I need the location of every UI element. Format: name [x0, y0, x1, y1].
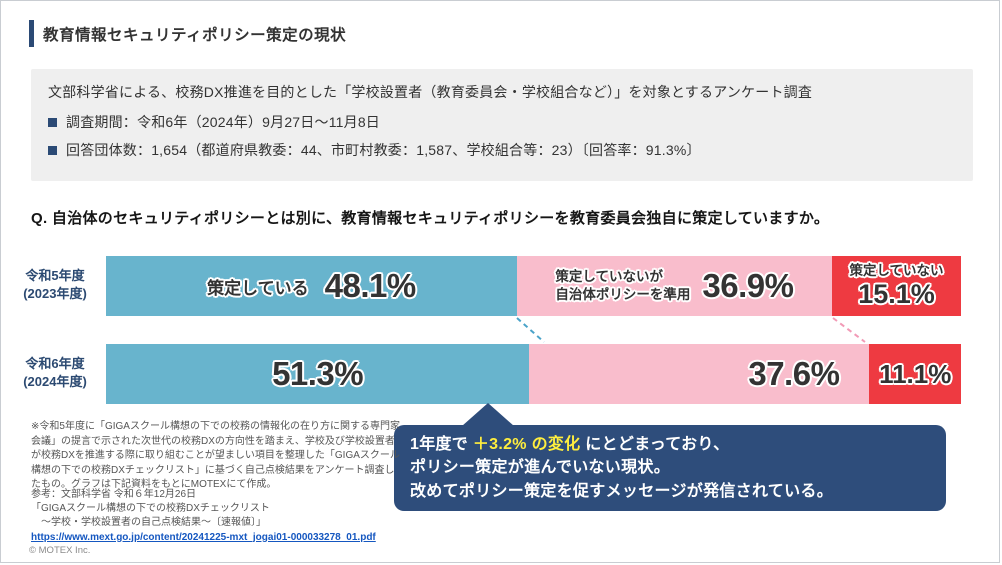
segment-value: 48.1% [324, 267, 417, 304]
question-text: Q. 自治体のセキュリティポリシーとは別に、教育情報セキュリティポリシーを教育委… [31, 210, 830, 227]
segment-value: 36.9% [702, 267, 794, 304]
title-accent-bar [29, 20, 34, 47]
survey-item-label: 調査期間：令和6年（2024年）9月27日～11月8日 [66, 114, 381, 130]
callout-line-3: 改めてポリシー策定を促すメッセージが発信されている。 [410, 482, 834, 500]
segment-value: 37.6% [748, 355, 840, 392]
segment-value: 15.1% [858, 279, 935, 310]
callout-box: 1年度で ＋3.2% の変化 にとどまっており、 ポリシー策定が進んでいない現状… [394, 425, 946, 512]
bar-row-2024: 51.3% 37.6% 11.1% [106, 344, 961, 404]
reference-block: 参考：文部科学省 令和６年12月26日 「GIGAスクール構想の下での校務DXチ… [31, 488, 431, 545]
square-bullet-icon [48, 117, 57, 127]
segment-label: 策定していない [849, 262, 944, 278]
survey-intro-text: 文部科学省による、校務DX推進を目的とした「学校設置者（教育委員会・学校組合など… [48, 84, 813, 100]
pink-connector-line [832, 317, 866, 343]
square-bullet-icon [48, 145, 57, 155]
callout-line-1: 1年度で ＋3.2% の変化 にとどまっており、 [410, 436, 730, 453]
segment-label: 策定している [207, 278, 309, 298]
copyright-text: © MOTEX Inc. [29, 545, 91, 556]
callout-line-2: ポリシー策定が進んでいない現状。 [410, 459, 671, 477]
bar-segment-apply-municipal: 37.6% [529, 344, 870, 404]
footnote-text: ※令和5年度に「GIGAスクール構想の下での校務の情報化の在り方に関する専門家会… [31, 421, 400, 490]
reference-line: ～学校・学校設置者の自己点検結果～〔速報値〕」 [31, 517, 266, 529]
segment-value: 51.3% [272, 355, 364, 392]
row-label-2024: 令和6年度 (2024年度) [23, 356, 87, 389]
blue-connector-line [516, 317, 545, 343]
segment-label: 策定していないが 自治体ポリシーを準用 [555, 269, 691, 302]
reference-line: 「GIGAスクール構想の下での校務DXチェックリスト [31, 503, 270, 515]
bar-row-2023: 策定している 48.1% 策定していないが 自治体ポリシーを準用 36.9% 策… [106, 256, 961, 316]
source-link[interactable]: https://www.mext.go.jp/content/20241225-… [31, 531, 376, 543]
highlight-change-value: ＋3.2% の変化 [472, 436, 581, 453]
bar-segment-not-established: 11.1% [869, 344, 961, 404]
page-title: 教育情報セキュリティポリシー策定の現状 [43, 27, 347, 44]
bar-segment-established: 51.3% [106, 344, 530, 404]
bar-segment-apply-municipal: 策定していないが 自治体ポリシーを準用 36.9% [516, 256, 833, 316]
survey-item-respondents: 回答団体数：1,654（都道府県教委：44、市町村教委：1,587、学校組合等：… [48, 140, 956, 160]
bar-segment-not-established: 策定していない 15.1% [832, 256, 961, 316]
survey-summary-box: 文部科学省による、校務DX推進を目的とした「学校設置者（教育委員会・学校組合など… [31, 69, 973, 181]
segment-value: 11.1% [879, 358, 952, 389]
survey-item-label: 回答団体数：1,654（都道府県教委：44、市町村教委：1,587、学校組合等：… [66, 142, 701, 158]
bar-segment-established: 策定している 48.1% [106, 256, 517, 316]
callout-arrow-up-icon [462, 403, 514, 426]
row-label-2023: 令和5年度 (2023年度) [23, 268, 87, 301]
survey-item-period: 調査期間：令和6年（2024年）9月27日～11月8日 [48, 112, 956, 132]
reference-line: 参考：文部科学省 令和６年12月26日 [31, 489, 197, 500]
